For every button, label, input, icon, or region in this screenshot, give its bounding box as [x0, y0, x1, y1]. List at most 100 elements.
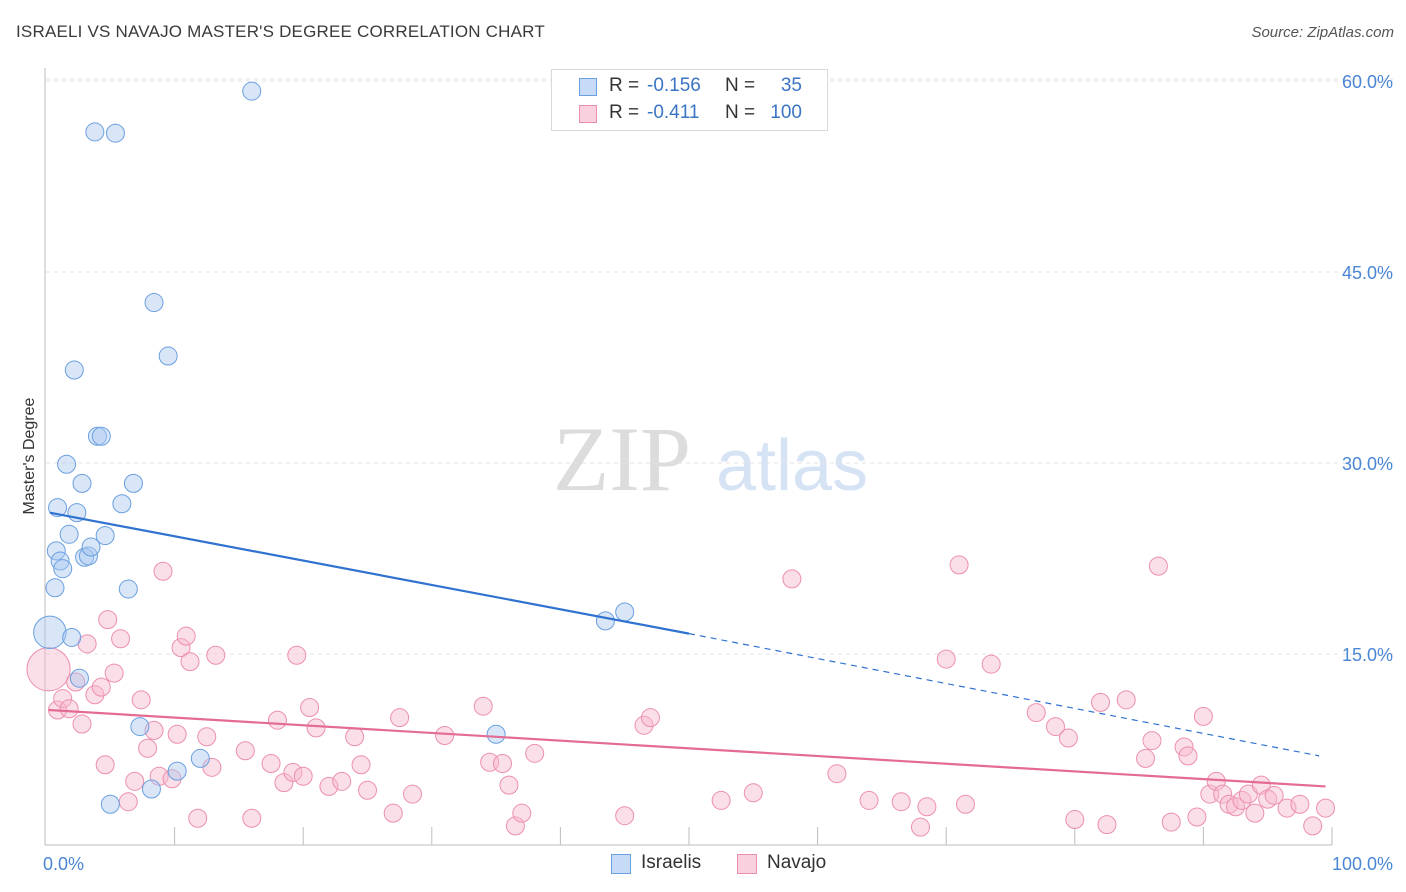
navajo-point [711, 790, 731, 810]
legend-r-value: -0.411 [647, 102, 700, 123]
navajo-point [167, 724, 187, 744]
navajo-point [197, 727, 217, 747]
navajo-point [1161, 812, 1181, 832]
israelis-point [158, 346, 178, 366]
israelis-point [105, 123, 125, 143]
navajo-point [235, 741, 255, 761]
navajo-point [383, 803, 403, 823]
navajo-point [125, 771, 145, 791]
israelis-point [130, 717, 150, 737]
israelis-point [85, 122, 105, 142]
navajo-point [104, 663, 124, 683]
navajo-point [499, 775, 519, 795]
legend-n-label: N = [725, 75, 756, 96]
navajo-point [1290, 794, 1310, 814]
israelis-point [69, 668, 89, 688]
bottom-legend-label-navajo: Navajo [767, 852, 827, 873]
navajo-point [1178, 746, 1198, 766]
israelis-point [81, 537, 101, 557]
navajo-point [403, 784, 423, 804]
legend-n-value: 35 [780, 75, 802, 96]
navajo-point [59, 699, 79, 719]
navajo-point [1193, 706, 1213, 726]
israelis-point [48, 498, 68, 518]
axes [44, 68, 1333, 846]
correlation-legend: R = -0.156 N = 35 R = -0.411 N = 100 [551, 69, 828, 131]
navajo-point [118, 792, 138, 812]
israelis-point [486, 724, 506, 744]
navajo-point [180, 652, 200, 672]
navajo-point [512, 803, 532, 823]
navajo-point [1058, 728, 1078, 748]
navajo-point [287, 645, 307, 665]
navajo-point [319, 776, 339, 796]
navajo-point [955, 794, 975, 814]
zipatlas-watermark: ZIP atlas [553, 408, 868, 510]
chart-title: ISRAELI VS NAVAJO MASTER'S DEGREE CORREL… [16, 22, 545, 41]
navajo-point [936, 649, 956, 669]
israelis-point [141, 779, 161, 799]
navajo-point [1316, 798, 1336, 818]
navajo-points [26, 555, 1336, 837]
israelis-point [91, 426, 111, 446]
legend-row-israelis: R = -0.156 N = 35 [552, 75, 827, 99]
israelis-point [123, 473, 143, 493]
navajo-point [300, 697, 320, 717]
navajo-point [1264, 785, 1284, 805]
navajo-point [743, 783, 763, 803]
navajo-point [111, 629, 131, 649]
navajo-point [91, 677, 111, 697]
navajo-point [153, 561, 173, 581]
navajo-point [390, 708, 410, 728]
israelis-point [95, 526, 115, 546]
watermark-zip: ZIP [553, 408, 691, 510]
navajo-point [1148, 556, 1168, 576]
legend-r-value: -0.156 [647, 75, 701, 96]
navajo-point [891, 792, 911, 812]
navajo-point [206, 645, 226, 665]
navajo-point [525, 743, 545, 763]
navajo-point [283, 762, 303, 782]
navajo-point [493, 754, 513, 774]
israelis-point [50, 551, 70, 571]
navajo-point [138, 738, 158, 758]
navajo-point [1245, 803, 1265, 823]
navajo-point [306, 718, 326, 738]
source-credit: Source: ZipAtlas.com [1251, 24, 1394, 41]
navajo-point [640, 708, 660, 728]
navajo-point [1097, 815, 1117, 835]
legend-r-label: R = [609, 102, 640, 123]
israelis-point [62, 627, 82, 647]
legend-swatch-israelis [579, 78, 597, 96]
navajo-point [634, 715, 654, 735]
israelis-trend-extension [688, 633, 1320, 757]
navajo-point [85, 685, 105, 705]
navajo-point [1187, 807, 1207, 827]
navajo-point [351, 755, 371, 775]
y-tick-labels: 15.0% 30.0% 45.0% 60.0% [1342, 72, 1393, 665]
israelis-point [190, 748, 210, 768]
navajo-point [345, 727, 365, 747]
navajo-point [1091, 692, 1111, 712]
navajo-point [1136, 748, 1156, 768]
legend-n-label: N = [725, 102, 756, 123]
navajo-point [981, 654, 1001, 674]
watermark-atlas: atlas [716, 426, 868, 506]
navajo-point [917, 797, 937, 817]
y-tick-label: 60.0% [1342, 72, 1393, 92]
navajo-point [332, 771, 352, 791]
bottom-legend-label-israelis: Israelis [641, 852, 702, 873]
grid-lines [46, 78, 1393, 655]
navajo-point [188, 808, 208, 828]
israelis-point [46, 541, 66, 561]
israelis-point [57, 454, 77, 474]
y-tick-label: 15.0% [1342, 645, 1393, 665]
bottom-legend-swatch-israelis [611, 854, 631, 874]
navajo-point [242, 808, 262, 828]
navajo-point [171, 638, 191, 658]
legend-row-navajo: R = -0.411 N = 100 [552, 102, 827, 126]
navajo-point [53, 689, 73, 709]
y-tick-label: 30.0% [1342, 454, 1393, 474]
navajo-point [473, 696, 493, 716]
